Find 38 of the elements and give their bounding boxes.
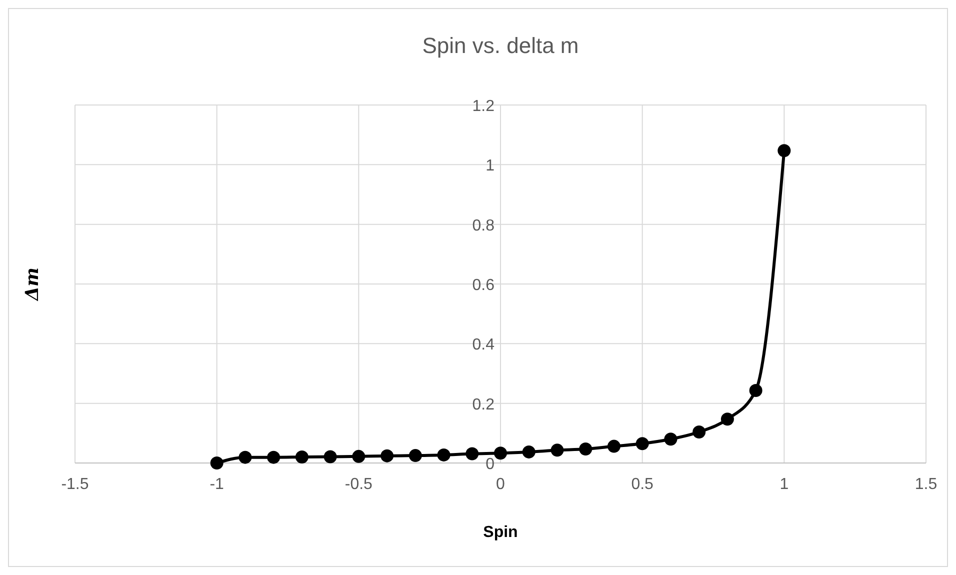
x-tick-label: 0.5 — [631, 476, 654, 493]
point — [408, 449, 422, 462]
y-tick-label: 0.8 — [472, 217, 495, 234]
x-axis-title: Spin — [483, 524, 518, 541]
point — [720, 412, 734, 426]
point — [380, 449, 394, 462]
y-tick-label: 0.2 — [472, 396, 495, 414]
y-axis-title: Δm — [22, 267, 43, 302]
y-tick-label: 1 — [486, 158, 495, 175]
point — [267, 450, 280, 464]
point — [522, 445, 536, 458]
point — [352, 450, 366, 463]
y-tick-label: 0.4 — [472, 336, 495, 354]
point — [324, 450, 337, 464]
point — [238, 450, 252, 464]
point — [437, 448, 450, 462]
y-tick-label: 0.6 — [472, 277, 495, 294]
point — [692, 425, 706, 438]
x-tick-label: -1.5 — [61, 476, 89, 493]
y-tick-label: 0 — [486, 456, 495, 473]
x-tick-label: -1 — [210, 476, 224, 493]
point — [664, 432, 678, 446]
point — [466, 447, 479, 460]
chart-title: Spin vs. delta m — [422, 33, 579, 58]
point — [295, 450, 308, 464]
point — [778, 144, 791, 158]
point — [607, 440, 620, 453]
x-tick-label: -0.5 — [344, 476, 373, 493]
x-tick-label: 1 — [780, 476, 789, 493]
y-tick-label: 1.2 — [472, 98, 495, 115]
x-tick-label: 1.5 — [914, 476, 938, 493]
point — [210, 456, 224, 470]
point — [749, 384, 762, 398]
point — [494, 446, 507, 460]
point — [636, 437, 649, 450]
x-tick-label: 0 — [496, 476, 506, 493]
point — [550, 444, 564, 457]
point — [579, 442, 592, 456]
